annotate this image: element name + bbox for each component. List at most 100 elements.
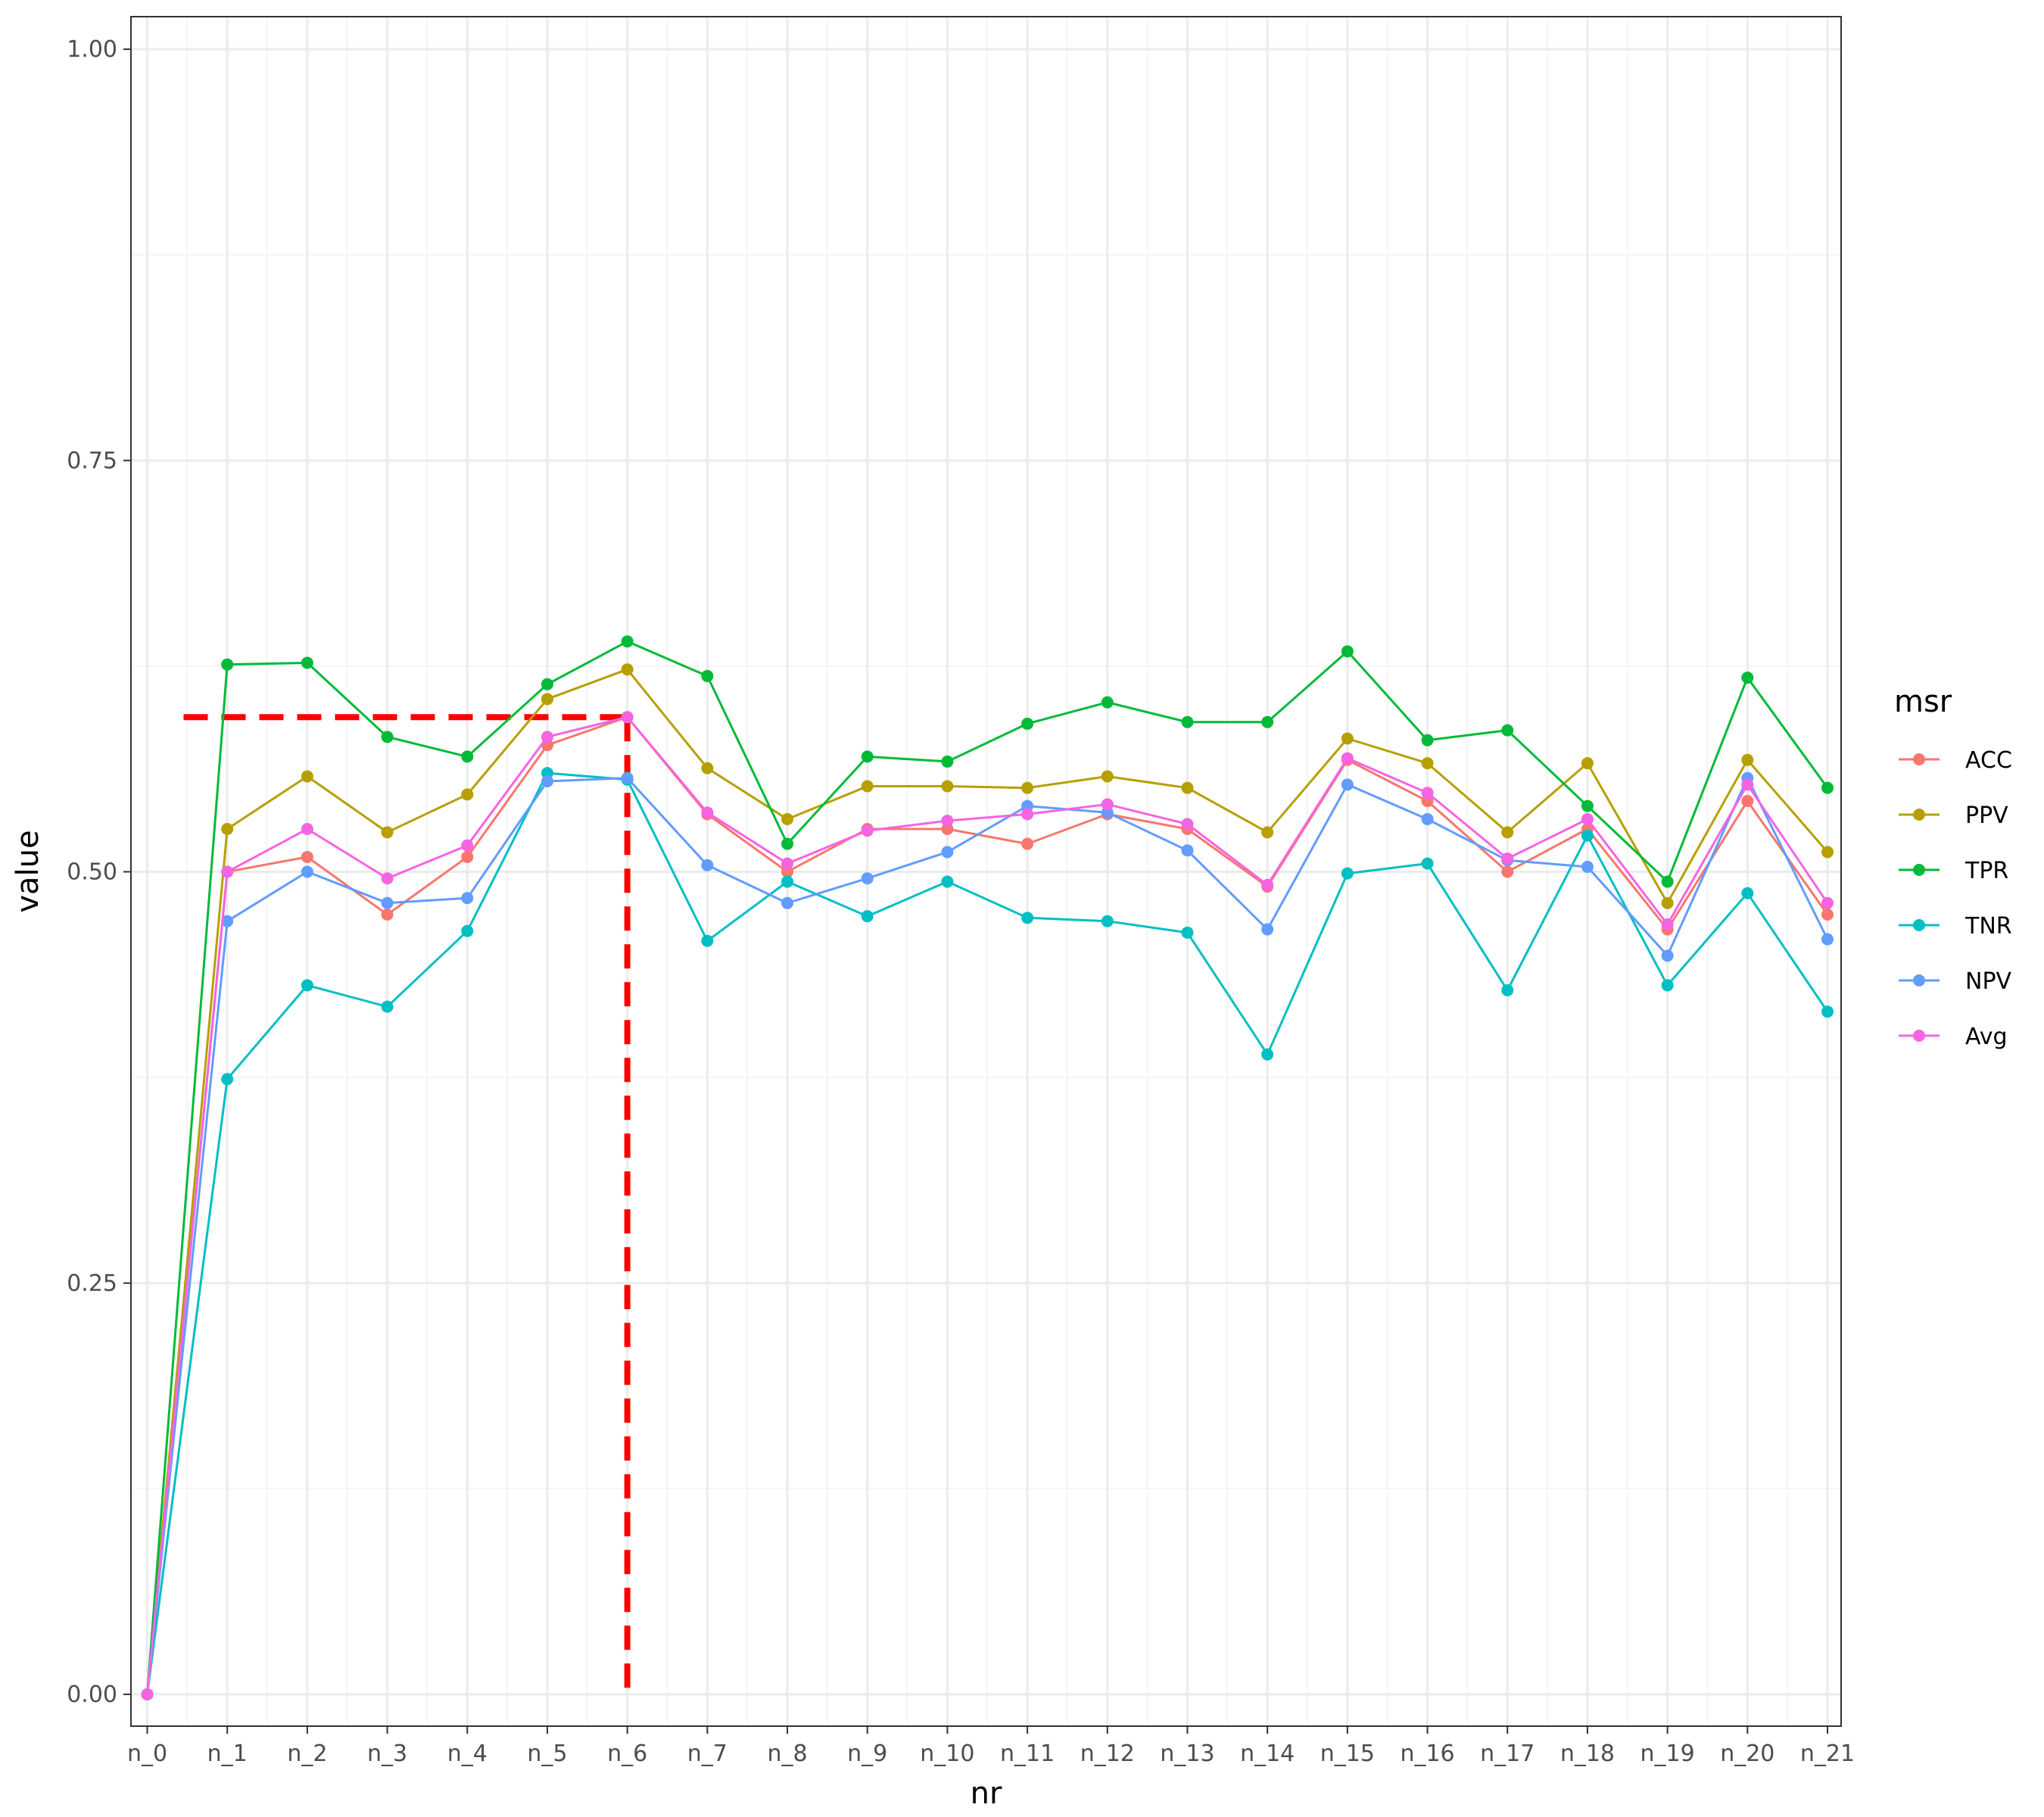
- data-point-acc: [1021, 837, 1034, 850]
- data-point-acc: [1821, 908, 1834, 921]
- grid-lines: [131, 17, 1841, 1726]
- legend-label: TNR: [1965, 913, 2012, 940]
- legend-key-point: [1913, 864, 1925, 876]
- data-point-tpr: [941, 755, 954, 768]
- legend-item-avg: Avg: [1899, 1024, 2008, 1050]
- data-point-ppv: [781, 812, 794, 825]
- legend-key-point: [1913, 919, 1925, 931]
- y-tick-label: 0.75: [67, 447, 117, 474]
- data-point-tnr: [1021, 912, 1034, 924]
- data-point-tnr: [1421, 857, 1434, 870]
- data-point-avg: [1741, 778, 1754, 791]
- x-tick-label: n_8: [767, 1741, 807, 1767]
- data-point-acc: [1501, 865, 1514, 878]
- data-point-avg: [1821, 896, 1834, 909]
- data-point-ppv: [541, 693, 553, 706]
- x-tick-label: n_10: [920, 1741, 974, 1767]
- data-point-ppv: [861, 780, 874, 793]
- data-point-acc: [1741, 795, 1754, 808]
- data-point-avg: [1021, 808, 1034, 821]
- data-point-tnr: [1341, 867, 1354, 880]
- data-point-npv: [381, 896, 394, 909]
- legend-title: msr: [1894, 684, 1952, 719]
- x-tick-label: n_13: [1160, 1741, 1214, 1767]
- data-point-tnr: [381, 1000, 394, 1013]
- data-point-tpr: [221, 658, 234, 671]
- x-tick-label: n_4: [447, 1741, 488, 1767]
- y-tick-label: 0.50: [67, 859, 117, 886]
- series-line-acc: [146, 715, 1829, 1695]
- data-point-tpr: [861, 750, 874, 763]
- data-point-npv: [461, 892, 474, 905]
- data-point-tnr: [1101, 915, 1114, 927]
- data-point-avg: [1101, 798, 1114, 811]
- x-tick-label: n_9: [847, 1741, 887, 1767]
- x-tick-label: n_15: [1320, 1741, 1375, 1767]
- reference-lines: [183, 714, 631, 1694]
- data-point-avg: [541, 731, 553, 743]
- data-point-tnr: [941, 875, 954, 888]
- data-point-avg: [461, 839, 474, 852]
- data-point-tnr: [861, 910, 874, 923]
- data-point-ppv: [1581, 757, 1594, 770]
- data-point-npv: [1341, 778, 1354, 791]
- legend-item-tpr: TPR: [1899, 858, 2008, 884]
- data-point-avg: [621, 711, 634, 724]
- data-point-tpr: [1661, 875, 1674, 888]
- legend-item-acc: ACC: [1899, 747, 2012, 774]
- data-point-avg: [1501, 852, 1514, 865]
- x-tick-label: n_7: [687, 1741, 728, 1767]
- x-tick-label: n_0: [127, 1741, 167, 1767]
- legend-item-ppv: PPV: [1899, 803, 2008, 829]
- data-point-tnr: [1501, 983, 1514, 996]
- data-point-npv: [701, 859, 714, 871]
- data-point-tpr: [701, 669, 714, 682]
- legend: msr ACC PPV TPR TNR NPV Avg: [1894, 684, 2012, 1050]
- data-point-avg: [1661, 918, 1674, 931]
- data-point-avg: [701, 806, 714, 819]
- data-point-tpr: [1101, 696, 1114, 709]
- data-point-ppv: [1741, 753, 1754, 766]
- legend-key-point: [1913, 809, 1925, 821]
- data-point-acc: [381, 908, 394, 921]
- series-line-avg: [146, 715, 1829, 1695]
- data-point-tnr: [1661, 979, 1674, 992]
- data-point-ppv: [301, 770, 313, 783]
- axes: n_0 n_1 n_2 n_3 n_4 n_5 n_6 n_7 n_8 n_9 n_10 n_11 n_…: [67, 36, 1855, 1767]
- x-tick-label: n_14: [1240, 1741, 1295, 1767]
- data-point-npv: [781, 896, 794, 909]
- data-point-acc: [461, 850, 474, 863]
- x-tick-label: n_12: [1080, 1741, 1135, 1767]
- data-point-tpr: [1421, 734, 1434, 746]
- data-point-avg: [941, 815, 954, 827]
- x-tick-label: n_6: [607, 1741, 647, 1767]
- series-npv: [141, 771, 1834, 1700]
- data-point-tnr: [221, 1073, 234, 1086]
- legend-label: TPR: [1965, 858, 2008, 884]
- data-point-ppv: [1821, 846, 1834, 859]
- x-tick-label: n_1: [207, 1741, 248, 1767]
- x-tick-label: n_21: [1800, 1741, 1855, 1767]
- series-avg: [141, 711, 1834, 1700]
- data-point-ppv: [941, 780, 954, 793]
- data-point-tpr: [461, 750, 474, 763]
- data-point-tnr: [701, 934, 714, 947]
- legend-label: ACC: [1965, 747, 2012, 774]
- data-point-tnr: [301, 979, 313, 992]
- series-line-tnr: [146, 771, 1829, 1695]
- legend-item-npv: NPV: [1899, 968, 2012, 995]
- data-point-npv: [1581, 860, 1594, 873]
- data-point-ppv: [1101, 770, 1114, 783]
- data-point-avg: [381, 872, 394, 885]
- data-point-avg: [1421, 787, 1434, 799]
- data-point-ppv: [1341, 732, 1354, 745]
- data-point-tpr: [541, 678, 553, 690]
- data-point-tpr: [301, 656, 313, 669]
- legend-key-point: [1913, 753, 1925, 765]
- x-tick-label: n_11: [1000, 1741, 1055, 1767]
- data-point-ppv: [221, 823, 234, 836]
- data-point-avg: [1261, 878, 1274, 891]
- data-point-tpr: [1341, 645, 1354, 658]
- data-point-npv: [1421, 812, 1434, 825]
